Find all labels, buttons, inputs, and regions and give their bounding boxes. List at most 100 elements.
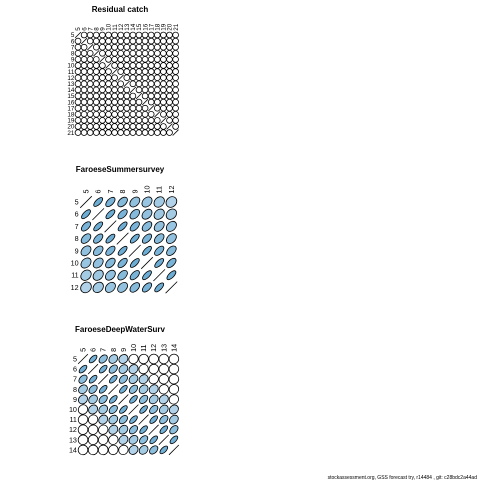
- correlation-ellipse: [80, 111, 88, 118]
- correlation-ellipse: [129, 74, 137, 81]
- correlation-ellipse: [172, 62, 179, 69]
- correlation-ellipse: [93, 56, 100, 63]
- correlation-ellipse: [166, 86, 173, 94]
- correlation-ellipse: [80, 233, 92, 244]
- correlation-ellipse: [160, 123, 167, 130]
- row-tick-label: 12: [71, 283, 79, 292]
- correlation-ellipse: [141, 208, 153, 220]
- correlation-ellipse: [99, 68, 106, 75]
- correlation-ellipse: [80, 117, 88, 124]
- correlation-ellipse: [129, 196, 141, 208]
- diagonal-mark: [140, 256, 154, 270]
- correlation-ellipse: [88, 384, 98, 394]
- correlation-ellipse: [117, 196, 128, 208]
- correlation-ellipse: [93, 74, 100, 81]
- diagonal-mark: [105, 62, 112, 69]
- correlation-ellipse: [93, 62, 100, 69]
- correlation-ellipse: [129, 117, 137, 124]
- correlation-ellipse: [128, 434, 139, 445]
- correlation-ellipse: [86, 68, 94, 75]
- correlation-ellipse: [135, 104, 143, 112]
- correlation-ellipse: [129, 68, 137, 75]
- correlation-ellipse: [128, 444, 139, 455]
- correlation-ellipse: [98, 434, 109, 445]
- correlation-ellipse: [93, 111, 100, 118]
- correlation-ellipse: [117, 43, 124, 51]
- correlation-ellipse: [166, 98, 173, 106]
- column-tick-label: 12: [118, 23, 125, 31]
- correlation-ellipse: [160, 80, 167, 88]
- correlation-ellipse: [154, 62, 161, 69]
- correlation-ellipse: [129, 123, 137, 130]
- correlation-ellipse: [97, 444, 109, 456]
- correlation-ellipse: [135, 37, 143, 45]
- correlation-ellipse: [129, 258, 140, 268]
- correlation-ellipse: [74, 62, 82, 69]
- column-tick-label: 10: [143, 185, 152, 193]
- correlation-ellipse: [80, 68, 88, 75]
- correlation-ellipse: [86, 62, 94, 69]
- diagonal-mark: [138, 414, 149, 425]
- correlation-ellipse: [169, 425, 179, 435]
- correlation-ellipse: [135, 43, 143, 51]
- correlation-ellipse: [141, 31, 149, 39]
- correlation-ellipse: [111, 74, 118, 81]
- row-tick-label: 7: [75, 222, 79, 231]
- correlation-ellipse: [93, 104, 100, 112]
- correlation-ellipse: [80, 269, 92, 281]
- column-tick-label: 9: [119, 348, 128, 352]
- correlation-ellipse: [123, 37, 131, 45]
- correlation-ellipse: [87, 444, 99, 456]
- correlation-ellipse: [138, 374, 149, 385]
- row-tick-label: 10: [69, 405, 77, 414]
- row-tick-label: 10: [71, 259, 79, 268]
- row-tick-label: 5: [73, 355, 77, 364]
- correlation-ellipse: [128, 384, 139, 394]
- correlation-ellipse: [93, 221, 104, 232]
- correlation-ellipse: [139, 405, 148, 414]
- correlation-ellipse: [117, 68, 124, 75]
- correlation-ellipse: [158, 404, 169, 415]
- correlation-ellipse: [160, 74, 167, 81]
- row-tick-label: 6: [71, 38, 75, 45]
- correlation-ellipse: [166, 31, 173, 39]
- correlation-ellipse: [172, 104, 179, 112]
- correlation-ellipse: [123, 98, 131, 106]
- correlation-ellipse: [80, 281, 92, 294]
- diagonal-mark: [111, 68, 118, 75]
- column-tick-label: 10: [106, 23, 113, 31]
- correlation-ellipse: [135, 62, 143, 69]
- correlation-ellipse: [129, 282, 141, 293]
- row-tick-label: 19: [67, 118, 75, 125]
- correlation-ellipse: [119, 405, 128, 414]
- correlation-ellipse: [129, 270, 140, 281]
- correlation-ellipse: [147, 62, 155, 69]
- correlation-ellipse: [166, 111, 173, 118]
- correlation-ellipse: [78, 374, 88, 384]
- correlation-ellipse: [99, 111, 106, 118]
- correlation-ellipse: [108, 354, 119, 364]
- diagonal-mark: [74, 31, 82, 39]
- column-tick-label: 12: [167, 185, 176, 193]
- correlation-ellipse: [86, 56, 94, 63]
- correlation-ellipse: [99, 104, 106, 112]
- correlation-ellipse: [99, 80, 106, 88]
- correlation-ellipse: [149, 415, 158, 424]
- correlation-ellipse: [86, 86, 94, 94]
- correlation-ellipse: [86, 104, 94, 112]
- correlation-ellipse: [148, 374, 159, 385]
- correlation-ellipse: [80, 86, 88, 94]
- correlation-ellipse: [123, 49, 131, 57]
- correlation-ellipse: [92, 269, 104, 281]
- correlation-ellipse: [141, 117, 149, 124]
- diagonal-mark: [117, 74, 124, 81]
- correlation-ellipse: [147, 68, 155, 75]
- diagonal-mark: [165, 281, 178, 294]
- correlation-ellipse: [154, 123, 161, 130]
- row-tick-label: 20: [67, 124, 75, 131]
- correlation-ellipse: [139, 435, 149, 445]
- correlation-ellipse: [154, 282, 165, 293]
- correlation-ellipse: [99, 86, 106, 94]
- row-tick-label: 9: [73, 395, 77, 404]
